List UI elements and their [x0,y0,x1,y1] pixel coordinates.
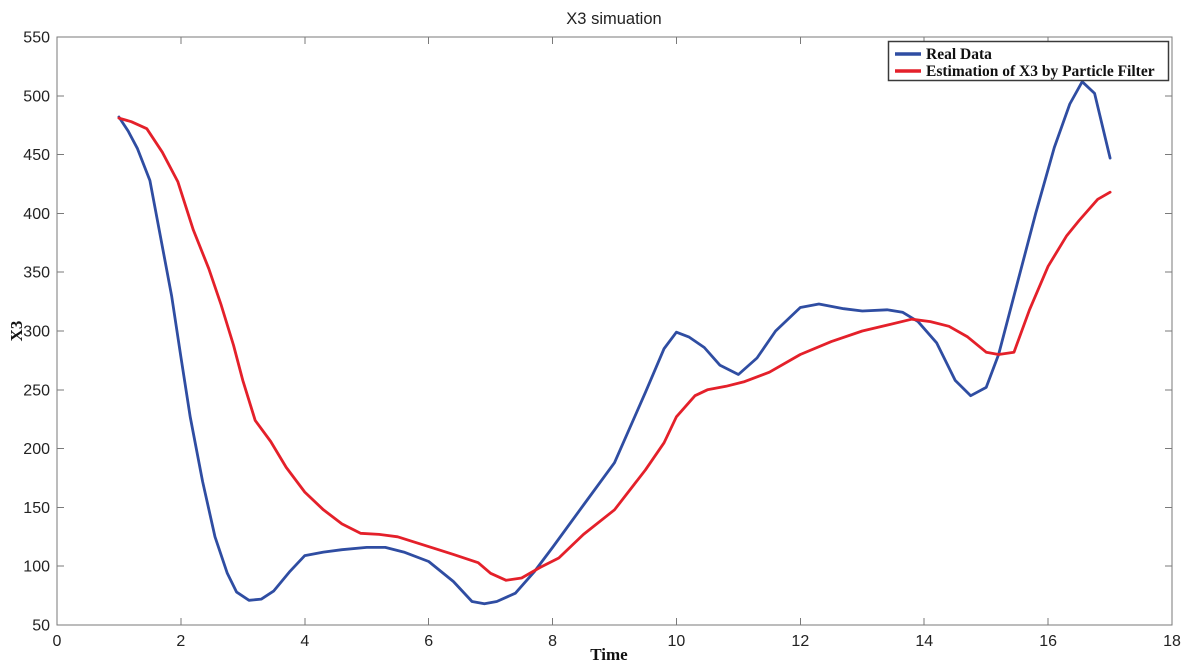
y-tick-label: 100 [23,559,50,576]
legend: Real Data Estimation of X3 by Particle F… [887,40,1170,82]
y-tick-label: 450 [23,147,50,164]
y-tick-label: 200 [23,441,50,458]
y-tick-label: 500 [23,88,50,105]
y-tick-label: 350 [23,265,50,282]
legend-box [887,40,1170,82]
axis-ticks: 0 2 4 6 8 10 12 14 16 18 50 100 150 200 250 300 350 400 45… [23,30,1181,651]
series-line-estimation-of-x3-by-particle-filter [117,116,1112,582]
y-tick-label: 300 [23,324,50,341]
y-tick-label: 150 [23,500,50,517]
x-tick-label: 8 [548,633,557,650]
x-tick-label: 18 [1163,633,1181,650]
series-group [117,80,1112,606]
legend-label-real-data: Real Data [926,46,992,63]
legend-label-estimation: Estimation of X3 by Particle Filter [926,63,1155,80]
y-tick-label: 400 [23,206,50,223]
x-tick-label: 4 [300,633,309,650]
x-tick-label: 2 [176,633,185,650]
y-tick-label: 550 [23,30,50,47]
x-tick-label: 6 [424,633,433,650]
y-tick-label: 250 [23,382,50,399]
chart-title: X3 simuation [566,10,661,28]
y-tick-label: 50 [32,618,50,635]
series-line-real-data [117,80,1112,606]
x-tick-label: 12 [791,633,809,650]
x-tick-label: 0 [53,633,62,650]
y-axis-label: X3 [7,321,26,342]
x-tick-label: 10 [668,633,686,650]
x-axis-label: Time [590,645,628,664]
x-tick-label: 14 [915,633,933,650]
x-tick-label: 16 [1039,633,1057,650]
